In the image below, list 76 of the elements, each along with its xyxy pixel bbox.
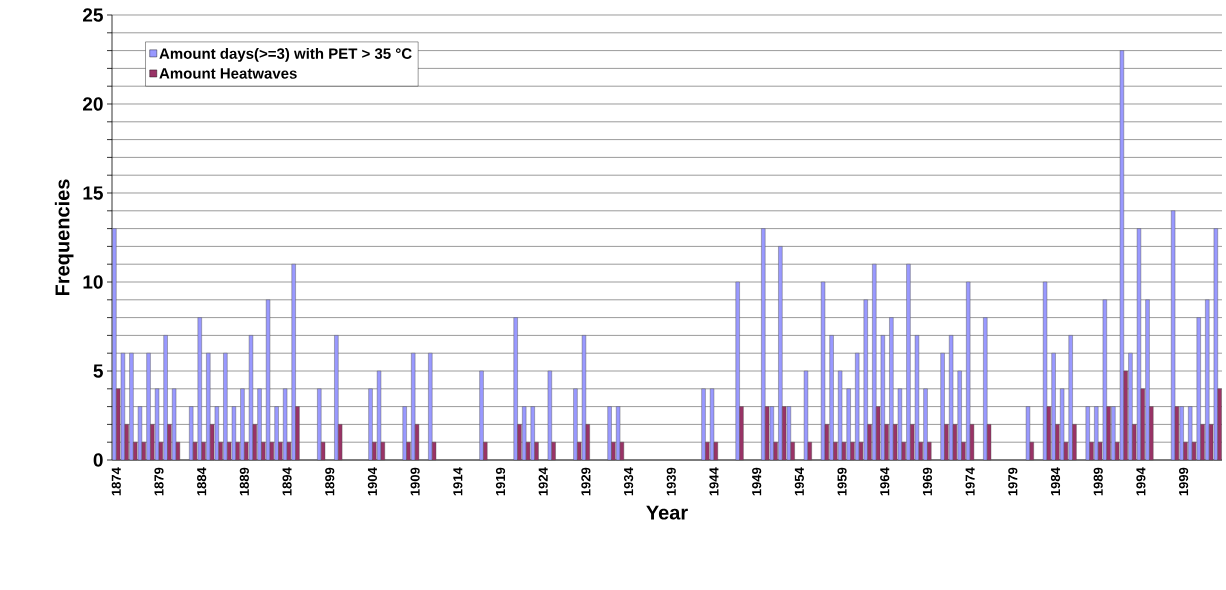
x-tick-label: 1874: [111, 467, 121, 496]
x-tick-label: 1914: [453, 467, 463, 496]
x-tick-label: 1924: [538, 467, 548, 496]
x-tick-label: 1979: [1008, 467, 1018, 496]
x-tick-label: 1929: [581, 467, 591, 496]
bar: [1136, 228, 1142, 461]
bar: [573, 388, 578, 461]
bar: [231, 406, 237, 461]
bar: [761, 228, 766, 461]
x-tick-label: 1899: [325, 467, 335, 496]
bar: [820, 281, 826, 461]
bar: [265, 299, 271, 461]
bar: [1025, 406, 1031, 461]
x-tick-label: 1879: [154, 467, 164, 496]
bar: [428, 353, 433, 461]
bar: [334, 335, 339, 461]
bar: [317, 388, 322, 461]
bar: [940, 353, 945, 461]
x-tick-label: 1954: [794, 467, 804, 496]
bar: [709, 388, 715, 461]
x-tick-label: 1884: [197, 467, 207, 496]
x-tick-label: 1919: [495, 467, 506, 496]
bar: [701, 388, 706, 461]
bar: [479, 370, 484, 461]
x-tick-label: 1949: [752, 467, 762, 496]
bar: [1085, 406, 1090, 461]
bar: [581, 335, 587, 461]
bar: [402, 406, 407, 461]
bar: [547, 370, 552, 461]
bar: [513, 317, 518, 461]
legend-label: Amount days(>=3) with PET > 35 °C: [159, 47, 412, 62]
bar: [112, 228, 117, 461]
bar: [120, 353, 126, 461]
x-tick-label: 1944: [709, 467, 719, 496]
y-tick-label: 0: [93, 453, 103, 467]
x-tick-label: 1934: [623, 467, 634, 496]
x-tick-label: 1904: [367, 467, 378, 496]
bar: [1119, 50, 1124, 461]
bar: [983, 317, 988, 461]
bar: [137, 406, 143, 461]
bar: [1102, 299, 1107, 461]
x-tick-label: 1889: [239, 467, 249, 496]
bar: [248, 335, 254, 461]
bar: [897, 388, 903, 461]
y-tick-label: 25: [83, 8, 103, 22]
x-tick-label: 1959: [837, 467, 847, 496]
y-axis-title: Frequencies: [54, 179, 74, 296]
x-tick-label: 1974: [965, 467, 975, 496]
bar: [1042, 281, 1048, 461]
bar: [607, 406, 612, 461]
bar: [735, 281, 740, 461]
x-axis-title: Year: [646, 505, 688, 520]
x-tick-label: 1969: [922, 467, 933, 496]
bar: [376, 370, 382, 461]
bar: [214, 406, 219, 461]
x-tick-label: 1989: [1093, 467, 1103, 496]
bar: [154, 388, 160, 461]
x-tick-label: 1909: [410, 467, 420, 496]
bar: [1171, 210, 1176, 461]
x-tick-label: 1894: [282, 467, 292, 496]
x-tick-label: 1984: [1050, 467, 1061, 496]
bar: [914, 335, 920, 461]
bar: [368, 388, 373, 461]
bar: [880, 335, 885, 461]
x-tick-label: 1999: [1178, 467, 1189, 496]
y-tick-label: 10: [83, 275, 103, 289]
x-tick-label: 1964: [880, 467, 890, 496]
legend-label: Amount Heatwaves: [159, 68, 297, 79]
x-tick-label: 1994: [1136, 467, 1146, 496]
bar: [803, 370, 809, 461]
x-tick-label: 1939: [666, 467, 676, 496]
bar: [1213, 228, 1218, 461]
y-tick-label: 5: [93, 364, 103, 378]
y-tick-label: 20: [83, 97, 103, 111]
y-tick-label: 15: [83, 186, 103, 200]
bar: [189, 406, 194, 461]
